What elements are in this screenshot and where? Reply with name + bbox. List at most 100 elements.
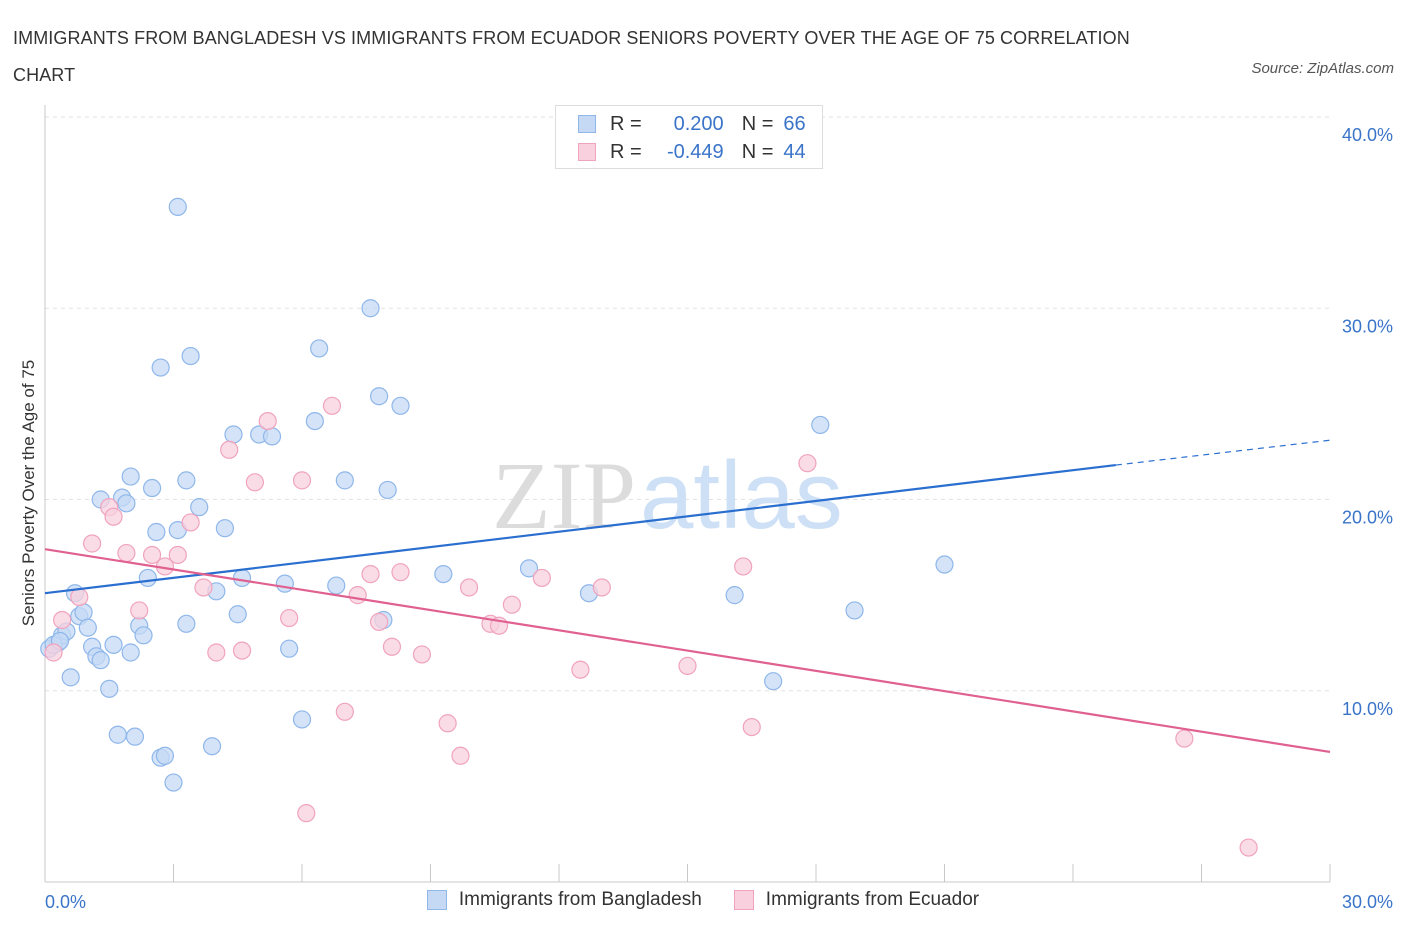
point-bangladesh bbox=[811, 415, 830, 435]
trend-line-bangladesh bbox=[44, 463, 1116, 595]
legend-r-label: R = bbox=[610, 112, 642, 135]
point-ecuador bbox=[130, 601, 149, 620]
y-tick-labels: 10.0% 20.0% 30.0% 40.0% bbox=[1342, 125, 1393, 719]
point-bangladesh bbox=[370, 387, 389, 406]
data-points bbox=[40, 197, 1258, 857]
point-bangladesh bbox=[74, 603, 93, 622]
point-ecuador bbox=[245, 473, 264, 492]
point-ecuador bbox=[142, 545, 162, 565]
point-bangladesh bbox=[310, 339, 329, 358]
point-bangladesh bbox=[155, 746, 175, 765]
point-bangladesh bbox=[100, 679, 119, 698]
point-ecuador bbox=[592, 578, 611, 597]
point-ecuador bbox=[232, 641, 252, 660]
point-ecuador bbox=[361, 564, 380, 584]
point-ecuador bbox=[117, 543, 136, 563]
point-bangladesh bbox=[262, 427, 282, 446]
point-bangladesh bbox=[78, 618, 97, 637]
point-bangladesh bbox=[335, 471, 354, 490]
point-bangladesh bbox=[935, 555, 954, 574]
point-ecuador bbox=[280, 608, 299, 628]
point-ecuador bbox=[83, 534, 102, 553]
y-tick-label: 10.0% bbox=[1342, 699, 1393, 719]
legend-item-bangladesh: Immigrants from Bangladesh bbox=[426, 889, 702, 911]
legend-r-value: 0.200 bbox=[673, 112, 724, 135]
point-bangladesh bbox=[361, 299, 380, 318]
point-ecuador bbox=[502, 595, 521, 614]
point-ecuador bbox=[571, 660, 590, 679]
point-ecuador bbox=[459, 578, 479, 597]
point-bangladesh bbox=[151, 358, 170, 377]
point-bangladesh bbox=[378, 480, 397, 500]
legend-row-ecuador: R = -0.449 N = 44 bbox=[556, 138, 806, 166]
point-bangladesh bbox=[125, 727, 145, 746]
point-ecuador bbox=[391, 563, 410, 582]
point-ecuador bbox=[220, 440, 239, 459]
point-bangladesh bbox=[104, 635, 123, 654]
stats-legend: R = 0.200 N = 66 R = -0.449 N = 44 bbox=[555, 105, 823, 169]
point-bangladesh bbox=[134, 626, 153, 645]
y-tick-label: 30.0% bbox=[1342, 316, 1393, 336]
trend-lines bbox=[44, 439, 1331, 754]
point-bangladesh bbox=[177, 614, 196, 633]
trend-line-ecuador bbox=[44, 548, 1331, 754]
point-ecuador bbox=[207, 643, 226, 662]
legend-swatch-bangladesh bbox=[426, 890, 447, 910]
point-ecuador bbox=[348, 586, 367, 605]
point-ecuador bbox=[104, 507, 123, 526]
trend-extension-bangladesh bbox=[1115, 439, 1331, 466]
point-ecuador bbox=[734, 557, 753, 576]
point-bangladesh bbox=[61, 668, 80, 687]
legend-n-value: 44 bbox=[783, 140, 806, 163]
point-bangladesh bbox=[434, 564, 453, 584]
series-legend: Immigrants from Bangladesh Immigrants fr… bbox=[0, 889, 1406, 911]
y-axis-label: Seniors Poverty Over the Age of 75 bbox=[19, 360, 38, 626]
point-ecuador bbox=[1175, 729, 1194, 748]
point-ecuador bbox=[168, 545, 187, 565]
point-bangladesh bbox=[164, 773, 183, 792]
point-bangladesh bbox=[91, 651, 110, 670]
watermark-bold: ZIP bbox=[492, 442, 636, 549]
point-ecuador bbox=[181, 513, 200, 532]
point-bangladesh bbox=[292, 710, 312, 729]
point-bangladesh bbox=[121, 643, 140, 662]
point-bangladesh bbox=[725, 586, 744, 605]
point-bangladesh bbox=[190, 498, 209, 517]
point-ecuador bbox=[532, 568, 551, 588]
point-ecuador bbox=[44, 643, 63, 662]
point-ecuador bbox=[258, 411, 277, 431]
legend-swatch-ecuador bbox=[733, 890, 754, 910]
point-bangladesh bbox=[519, 559, 539, 578]
point-bangladesh bbox=[168, 197, 187, 216]
point-bangladesh bbox=[275, 574, 294, 593]
point-ecuador bbox=[70, 587, 89, 607]
point-bangladesh bbox=[181, 346, 200, 366]
point-ecuador bbox=[678, 656, 697, 675]
point-bangladesh bbox=[202, 737, 222, 756]
axes bbox=[44, 105, 1331, 883]
point-ecuador bbox=[798, 454, 817, 473]
point-bangladesh bbox=[764, 672, 783, 691]
point-bangladesh bbox=[228, 605, 247, 624]
x-tick-label-max: 30.0% bbox=[1342, 892, 1393, 912]
legend-item-ecuador: Immigrants from Ecuador bbox=[733, 889, 979, 911]
point-ecuador bbox=[297, 804, 316, 823]
point-bangladesh bbox=[280, 639, 299, 658]
point-bangladesh bbox=[232, 568, 252, 588]
point-bangladesh bbox=[391, 396, 410, 415]
point-bangladesh bbox=[138, 568, 157, 588]
point-bangladesh bbox=[305, 411, 324, 431]
point-bangladesh bbox=[147, 522, 166, 542]
legend-n-label: N = bbox=[741, 112, 774, 135]
point-bangladesh bbox=[224, 425, 243, 444]
x-tick-label-min: 0.0% bbox=[45, 892, 86, 912]
point-bangladesh bbox=[845, 601, 864, 620]
point-ecuador bbox=[322, 396, 342, 415]
point-ecuador bbox=[292, 471, 312, 490]
point-ecuador bbox=[742, 717, 761, 737]
legend-row-bangladesh: R = 0.200 N = 66 bbox=[556, 110, 806, 138]
point-bangladesh bbox=[177, 471, 196, 490]
point-ecuador bbox=[194, 578, 213, 597]
point-ecuador bbox=[412, 645, 432, 664]
